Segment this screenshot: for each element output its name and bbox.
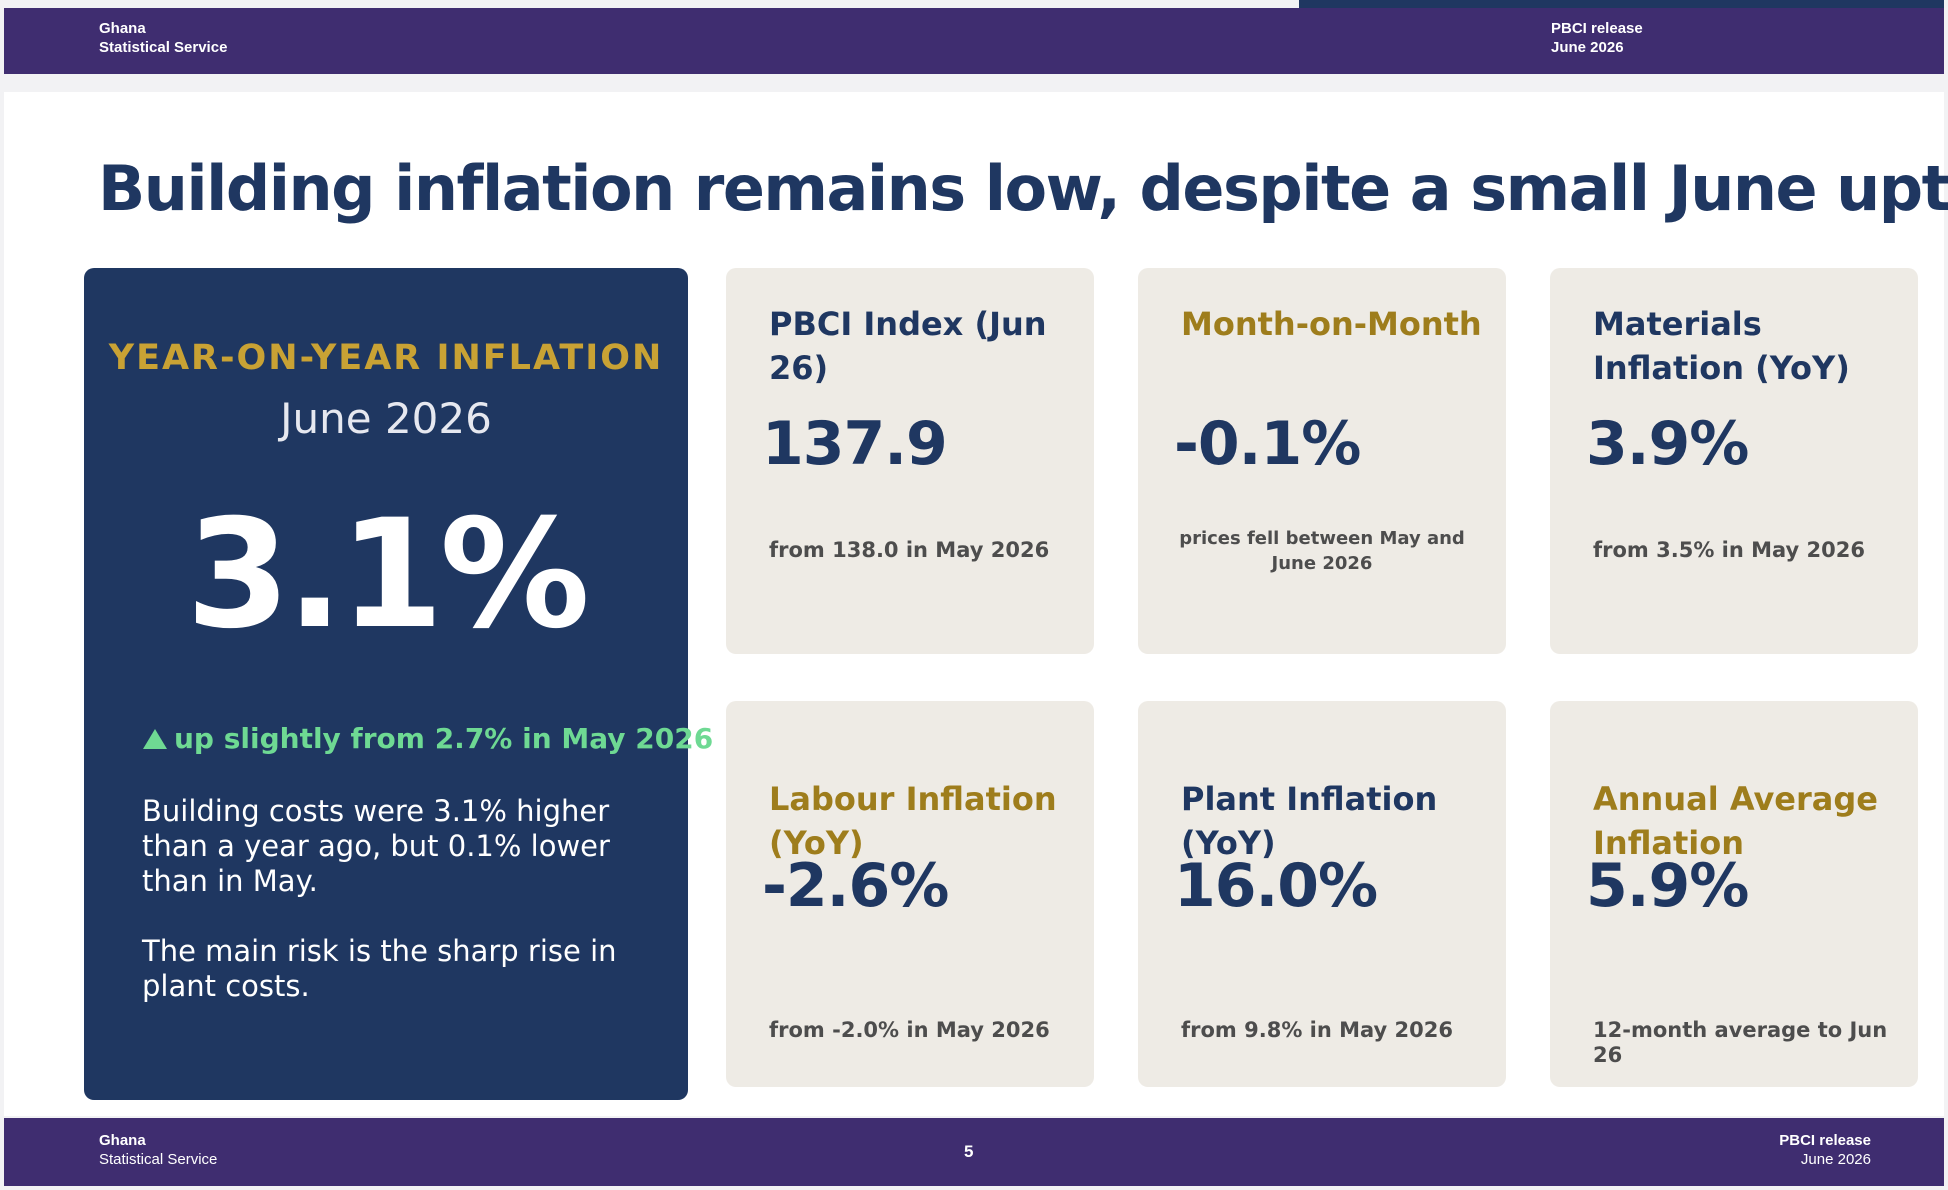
card-annual-label: Annual Average Inflation [1593,780,1878,862]
footer-brand-line1: Ghana [99,1132,146,1149]
page-number: 5 [964,1142,974,1161]
header-release-line1: PBCI release [1551,20,1643,37]
card-materials-inflation: Materials Inflation (YoY) 3.9% from 3.5%… [1550,268,1918,654]
card-labour-note: from -2.0% in May 2026 [769,1018,1050,1042]
header-bar: Ghana Statistical Service PBCI release J… [4,0,1944,74]
header-release-line2: June 2026 [1551,39,1624,56]
footer-release-line1: PBCI release [1779,1132,1871,1149]
card-mom-label: Month-on-Month [1181,305,1482,343]
card-month-on-month: Month-on-Month -0.1% prices fell between… [1138,268,1506,654]
card-annual-value: 5.9% [1586,851,1749,921]
slide-title: Building inflation remains low, despite … [98,152,1948,225]
header-accent-strip [1299,0,1944,8]
card-plant-value: 16.0% [1174,851,1378,921]
card-plant-label: Plant Inflation (YoY) [1181,780,1438,862]
hero-value: 3.1% [185,488,590,662]
card-plant-note: from 9.8% in May 2026 [1181,1018,1453,1042]
card-pbci-value: 137.9 [762,409,948,479]
hero-period: June 2026 [280,394,492,443]
card-materials-value: 3.9% [1586,409,1749,479]
hero-body-paragraph-2: The main risk is the sharp rise in plant… [142,934,617,1003]
footer-release-line2: June 2026 [1800,1151,1871,1168]
header-release: PBCI release June 2026 [1551,19,1643,57]
card-pbci-label: PBCI Index (Jun 26) [769,305,1047,387]
yoy-hero-panel: YEAR-ON-YEAR INFLATION June 2026 3.1% up… [84,268,713,1100]
card-labour-value: -2.6% [762,851,949,921]
card-annual-note: 12-month average to Jun 26 [1593,1018,1888,1067]
hero-trend-text: up slightly from 2.7% in May 2026 [174,722,714,755]
header-brand-line1: Ghana [99,20,146,37]
hero-trend: up slightly from 2.7% in May 2026 [142,722,713,755]
card-materials-label: Materials Inflation (YoY) [1593,305,1850,387]
footer-bar: Ghana Statistical Service 5 PBCI release… [4,1118,1944,1186]
card-labour-label: Labour Inflation (YoY) [769,780,1057,862]
card-mom-value: -0.1% [1174,409,1361,479]
card-plant-inflation: Plant Inflation (YoY) 16.0% from 9.8% in… [1138,701,1506,1087]
card-pbci-index: PBCI Index (Jun 26) 137.9 from 138.0 in … [726,268,1094,654]
hero-label: YEAR-ON-YEAR INFLATION [108,338,664,378]
card-materials-note: from 3.5% in May 2026 [1593,538,1865,562]
header-brand: Ghana Statistical Service [99,19,227,57]
card-labour-inflation: Labour Inflation (YoY) -2.6% from -2.0% … [726,701,1094,1087]
card-annual-average-inflation: Annual Average Inflation 5.9% 12-month a… [1550,701,1918,1087]
card-mom-note: prices fell between May and June 2026 [1179,528,1465,574]
hero-body-paragraph-1: Building costs were 3.1% higher than a y… [142,794,610,898]
card-pbci-note: from 138.0 in May 2026 [769,538,1050,562]
footer-brand-line2: Statistical Service [99,1151,218,1168]
hero-body: Building costs were 3.1% higher than a y… [142,794,642,1039]
header-brand-line2: Statistical Service [99,39,228,56]
triangle-up-icon [143,729,167,749]
